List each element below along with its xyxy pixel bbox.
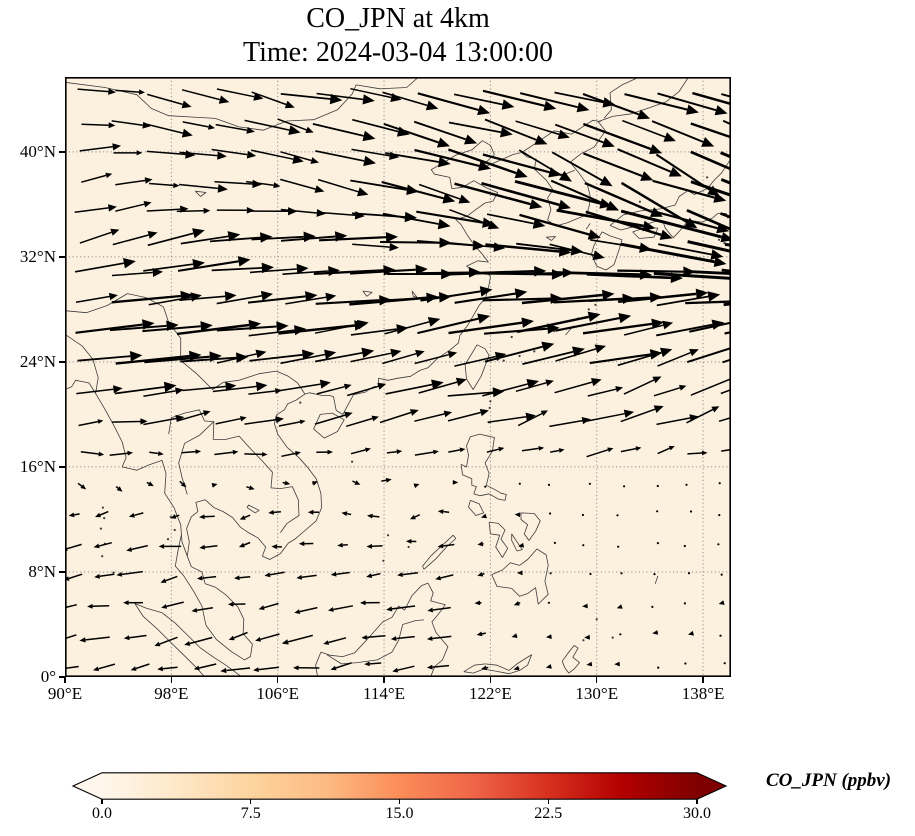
y-tick-mark — [59, 256, 65, 258]
colorbar-tick-label: 22.5 — [534, 805, 563, 822]
map-frame — [65, 77, 731, 677]
colorbar-tick-mark — [398, 799, 401, 804]
chart-title: CO_JPN at 4km — [306, 3, 490, 34]
x-tick-label: 98°E — [154, 684, 189, 703]
colorbar-tick-mark — [696, 799, 698, 804]
y-tick-mark — [59, 676, 65, 678]
x-tick-mark — [595, 677, 598, 683]
colorbar-tick-label: 15.0 — [385, 805, 414, 822]
x-tick-mark — [170, 677, 173, 683]
y-tick-mark — [59, 151, 65, 153]
colorbar-tick-mark — [250, 799, 252, 804]
colorbar-tick-mark — [101, 799, 103, 804]
chart-subtitle: Time: 2024-03-04 13:00:00 — [242, 37, 554, 68]
y-tick-label: 0° — [40, 667, 56, 686]
x-tick-mark — [383, 677, 385, 683]
colorbar-gradient — [71, 772, 728, 800]
x-tick-mark — [64, 677, 66, 683]
y-tick-label: 16°N — [19, 456, 56, 476]
x-tick-label: 130°E — [575, 684, 619, 703]
wind-arrows — [65, 87, 731, 674]
y-tick-label: 24°N — [19, 351, 56, 371]
colorbar-label: CO_JPN (ppbv) — [766, 770, 892, 791]
map-background — [65, 77, 731, 677]
map-gridlines — [65, 77, 731, 677]
x-tick-mark — [702, 677, 704, 683]
y-tick-label: 40°N — [19, 141, 56, 161]
y-tick-label: 8°N — [28, 561, 56, 581]
x-tick-label: 138°E — [681, 684, 725, 703]
map-plot — [65, 77, 731, 677]
x-tick-mark — [489, 677, 492, 683]
x-tick-mark — [276, 677, 279, 683]
x-tick-label: 114°E — [363, 684, 406, 703]
colorbar-tick-label: 30.0 — [683, 805, 711, 822]
x-tick-label: 122°E — [469, 684, 512, 703]
y-tick-mark — [59, 361, 65, 363]
colorbar-tick-label: 0.0 — [92, 805, 112, 822]
x-tick-label: 90°E — [47, 684, 83, 703]
x-tick-label: 106°E — [256, 684, 300, 703]
y-tick-mark — [59, 571, 65, 573]
colorbar — [71, 772, 728, 800]
y-tick-mark — [59, 466, 65, 468]
y-tick-label: 32°N — [19, 246, 56, 266]
colorbar-tick-label: 7.5 — [240, 805, 261, 822]
colorbar-tick-mark — [547, 799, 549, 804]
